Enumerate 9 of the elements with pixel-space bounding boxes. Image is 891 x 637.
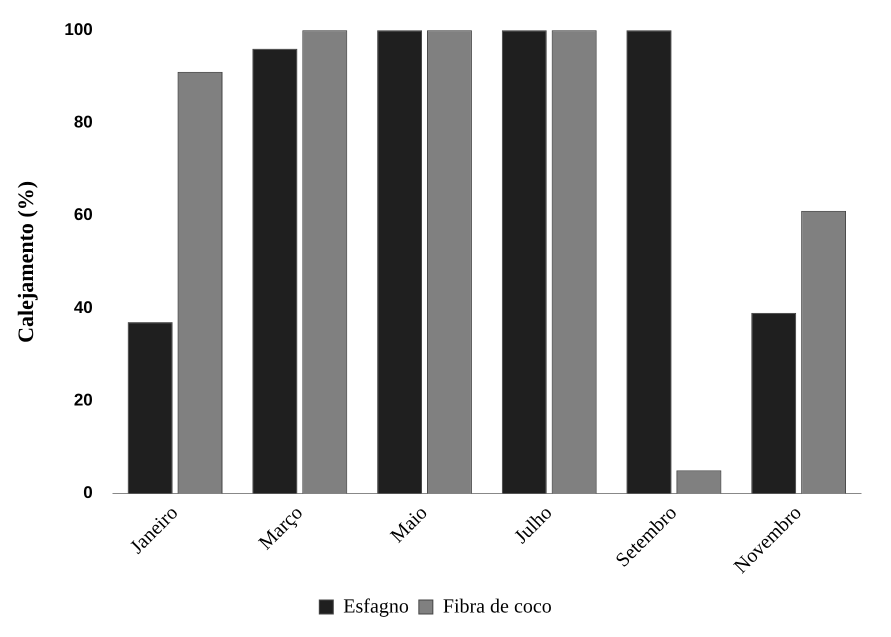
legend-label: Fibra de coco xyxy=(442,595,552,618)
y-tick-label: 60 xyxy=(74,205,93,224)
y-axis-title: Calejamento (%) xyxy=(12,180,38,343)
y-tick-label: 0 xyxy=(83,483,93,502)
y-tick-label: 100 xyxy=(64,20,93,39)
legend-label: Esfagno xyxy=(343,595,409,618)
y-tick-label: 80 xyxy=(74,112,93,132)
y-tick-label: 20 xyxy=(74,390,93,410)
y-tick-label: 40 xyxy=(74,298,93,317)
